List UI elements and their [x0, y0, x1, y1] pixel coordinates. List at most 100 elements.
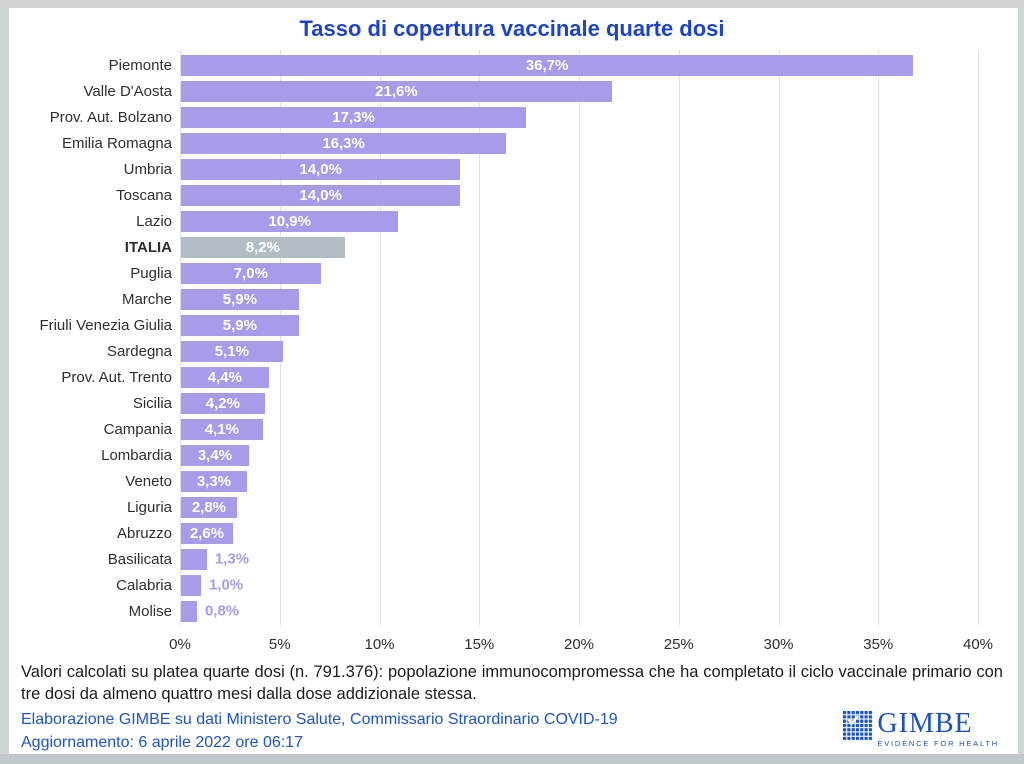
category-label: Calabria: [116, 576, 172, 594]
value-label: 10,9%: [268, 212, 311, 230]
bar: 5,9%: [181, 288, 299, 310]
bar-row: Prov. Aut. Bolzano 17,3%: [10, 104, 979, 130]
frame-right: [1018, 0, 1024, 764]
bar-track: 2,6%: [181, 522, 979, 544]
bar: 14,0%: [181, 158, 461, 180]
bar: 7,0%: [181, 262, 321, 284]
category-label: Campania: [103, 420, 172, 438]
plot-gridlines: [180, 50, 979, 625]
x-tick-label: 40%: [962, 636, 994, 653]
category-label: Sardegna: [106, 342, 172, 360]
category-label: Puglia: [130, 264, 172, 282]
bar-track: 5,9%: [181, 314, 979, 336]
bar-track: 4,4%: [181, 366, 979, 388]
bar-track: 4,2%: [181, 392, 979, 414]
bar-row: Liguria 2,8%: [10, 494, 979, 520]
bar: 4,2%: [181, 392, 265, 414]
category-label: Prov. Aut. Trento: [61, 368, 172, 386]
value-label: 3,3%: [196, 472, 232, 490]
gridline: [180, 50, 181, 625]
value-label: 1,0%: [208, 576, 244, 594]
category-label: Umbria: [123, 160, 172, 178]
bar-track: 17,3%: [181, 106, 979, 128]
x-axis: 0% 5% 10% 15% 20% 25% 30% 35% 40%: [169, 636, 993, 656]
bar: 3,3%: [181, 470, 247, 492]
value-label: 16,3%: [322, 134, 365, 152]
bar-row: Veneto 3,3%: [10, 468, 979, 494]
source-block: Elaborazione GIMBE su dati Ministero Sal…: [21, 708, 618, 754]
gridline: [579, 50, 580, 625]
value-label: 5,9%: [222, 316, 257, 334]
bar-row: Abruzzo 2,6%: [10, 520, 979, 546]
bar-track: 16,3%: [181, 132, 979, 154]
value-label: 2,8%: [191, 498, 227, 516]
gridline: [379, 50, 381, 625]
bar-track: 14,0%: [181, 158, 979, 180]
bar-track: 10,9%: [181, 210, 979, 232]
category-label: Friuli Venezia Giulia: [39, 316, 172, 334]
bar: 5,9%: [181, 314, 299, 336]
x-tick-label: 30%: [763, 636, 794, 653]
value-label: 4,1%: [204, 420, 239, 438]
bar-row: Emilia Romagna 16,3%: [10, 130, 979, 156]
value-label: 8,2%: [245, 238, 280, 256]
bar-track: 4,1%: [181, 418, 979, 440]
value-label: 36,7%: [525, 56, 569, 74]
bar: 21,6%: [181, 80, 612, 102]
bar-track: 5,9%: [181, 288, 979, 310]
gridline: [978, 50, 979, 625]
x-tick-label: 10%: [364, 636, 395, 653]
value-label: 5,9%: [222, 290, 257, 308]
bar-track: 2,8%: [181, 496, 979, 518]
value-label: 4,2%: [205, 394, 240, 412]
bar-row: Sardegna 5,1%: [10, 338, 979, 364]
category-label: Abruzzo: [116, 524, 172, 542]
x-tick-label: 0%: [169, 636, 191, 653]
category-label: Valle D'Aosta: [83, 82, 172, 100]
bar-row: Puglia 7,0%: [10, 260, 979, 286]
bar-track: 21,6%: [181, 80, 979, 102]
frame-top: [0, 0, 1024, 8]
category-label: Marche: [121, 290, 172, 308]
bar-row: Molise 0,8%: [10, 598, 979, 624]
category-label: Molise: [128, 602, 172, 620]
bar-track: 1,0%: [181, 574, 979, 596]
x-tick-label: 15%: [464, 636, 495, 653]
gridline: [778, 50, 780, 625]
category-label: ITALIA: [124, 238, 172, 256]
bar-row: Umbria 14,0%: [10, 156, 979, 182]
bar: 14,0%: [181, 184, 461, 206]
category-label: Veneto: [125, 472, 172, 490]
category-label: Liguria: [126, 498, 172, 516]
bar-row: Valle D'Aosta 21,6%: [10, 78, 979, 104]
value-label: 0,8%: [204, 602, 240, 620]
bar-row: Campania 4,1%: [10, 416, 979, 442]
value-label: 1,3%: [214, 550, 250, 568]
bar: 16,3%: [181, 132, 507, 154]
bar-track: 0,8%: [181, 600, 979, 622]
bar: 4,4%: [181, 366, 269, 388]
category-label: Basilicata: [107, 550, 172, 568]
x-tick-label: 25%: [663, 636, 694, 653]
bar-row: Sicilia 4,2%: [10, 390, 979, 416]
gridline: [678, 50, 680, 625]
value-label: 3,4%: [197, 446, 233, 464]
bar-row: Calabria 1,0%: [10, 572, 979, 598]
update-line: Aggiornamento: 6 aprile 2022 ore 06:17: [21, 734, 303, 751]
bar-track: 3,4%: [181, 444, 979, 466]
category-label: Prov. Aut. Bolzano: [49, 108, 172, 126]
gimbe-logo-text: GIMBE: [877, 708, 973, 739]
value-label: 7,0%: [233, 264, 268, 282]
bar-track: 5,1%: [181, 340, 979, 362]
bar: [181, 548, 207, 570]
footnote: Valori calcolati su platea quarte dosi (…: [21, 663, 1003, 703]
bar: 10,9%: [181, 210, 399, 232]
bar: 4,1%: [181, 418, 263, 440]
category-label: Piemonte: [108, 56, 172, 74]
bar-row: Basilicata 1,3%: [10, 546, 979, 572]
category-label: Toscana: [116, 186, 172, 204]
category-label: Lombardia: [101, 446, 172, 464]
bar-track: 7,0%: [181, 262, 979, 284]
bar-row: Lombardia 3,4%: [10, 442, 979, 468]
